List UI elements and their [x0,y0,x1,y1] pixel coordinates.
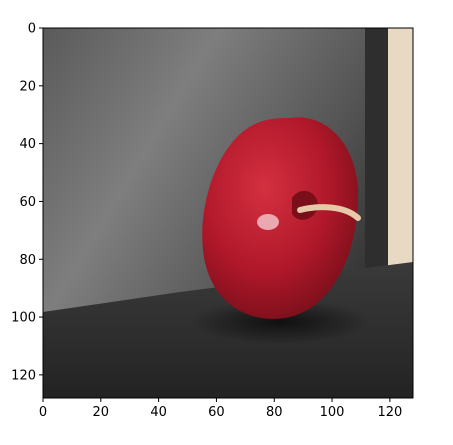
y-tick-label: 0 [28,22,36,37]
y-tick-label: 60 [19,195,36,210]
x-axis: 0 20 40 60 80 100 120 [39,398,402,420]
apple-cavity [292,190,318,220]
apple-shadow [190,300,370,344]
y-tick-label: 80 [19,253,36,268]
x-tick-label: 120 [377,405,402,420]
apple-stem [297,204,361,221]
x-tick-label: 100 [320,405,345,420]
y-tick-label: 40 [19,137,36,152]
apple [202,117,359,319]
y-tick-label: 20 [19,79,36,94]
photo [43,28,413,398]
y-tick-label: 100 [11,311,36,326]
y-tick-label: 120 [11,368,36,383]
y-axis: 0 20 40 60 80 100 120 [11,22,43,383]
axes-frame [42,27,414,399]
x-tick-label: 80 [266,405,283,420]
x-tick-label: 0 [39,405,47,420]
background-right [388,28,413,273]
apple-highlight [257,214,279,230]
x-tick-label: 20 [93,405,110,420]
x-tick-label: 60 [208,405,225,420]
wall-shadow-strip [365,28,390,268]
x-tick-label: 40 [150,405,167,420]
